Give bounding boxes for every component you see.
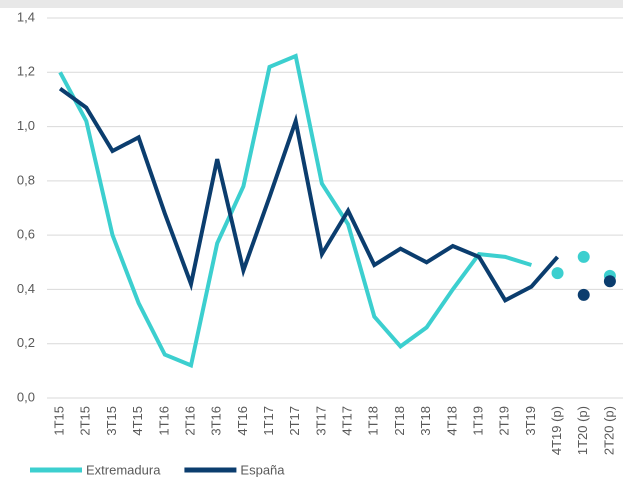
- x-tick-label: 4T15: [130, 406, 145, 436]
- x-tick-label: 2T17: [287, 406, 302, 436]
- x-tick-label: 1T20 (p): [575, 406, 590, 455]
- projected-point: [577, 250, 590, 263]
- x-tick-label: 2T16: [182, 406, 197, 436]
- x-tick-label: 4T18: [444, 406, 459, 436]
- x-tick-label: 3T15: [104, 406, 119, 436]
- y-tick-label: 0,8: [17, 172, 35, 187]
- y-tick-label: 1,2: [17, 64, 35, 79]
- x-tick-label: 3T19: [523, 406, 538, 436]
- x-tick-label: 1T19: [470, 406, 485, 436]
- x-tick-label: 1T17: [261, 406, 276, 436]
- projected-point: [577, 288, 590, 301]
- projected-point: [603, 275, 616, 288]
- x-tick-label: 3T18: [418, 406, 433, 436]
- y-tick-label: 1,4: [17, 9, 35, 24]
- x-tick-label: 4T17: [340, 406, 355, 436]
- y-tick-label: 0,6: [17, 227, 35, 242]
- series-line: [58, 53, 532, 369]
- legend-label: Extremadura: [86, 462, 161, 477]
- y-tick-label: 0,0: [17, 389, 35, 404]
- x-tick-label: 1T16: [156, 406, 171, 436]
- x-tick-label: 3T17: [313, 406, 328, 436]
- x-tick-label: 4T19 (p): [549, 406, 564, 455]
- top-strip: [0, 0, 623, 8]
- x-tick-label: 2T18: [392, 406, 407, 436]
- x-tick-label: 1T15: [52, 406, 67, 436]
- y-tick-label: 0,4: [17, 281, 35, 296]
- x-tick-label: 1T18: [366, 406, 381, 436]
- legend-label: España: [240, 462, 285, 477]
- y-tick-label: 0,2: [17, 335, 35, 350]
- y-tick-label: 1,0: [17, 118, 35, 133]
- x-tick-label: 4T16: [235, 406, 250, 436]
- projected-point: [551, 267, 564, 280]
- x-tick-label: 2T20 (p): [601, 406, 616, 455]
- series-line: [58, 86, 560, 303]
- x-tick-label: 3T16: [209, 406, 224, 436]
- x-tick-label: 2T19: [497, 406, 512, 436]
- x-tick-label: 2T15: [78, 406, 93, 436]
